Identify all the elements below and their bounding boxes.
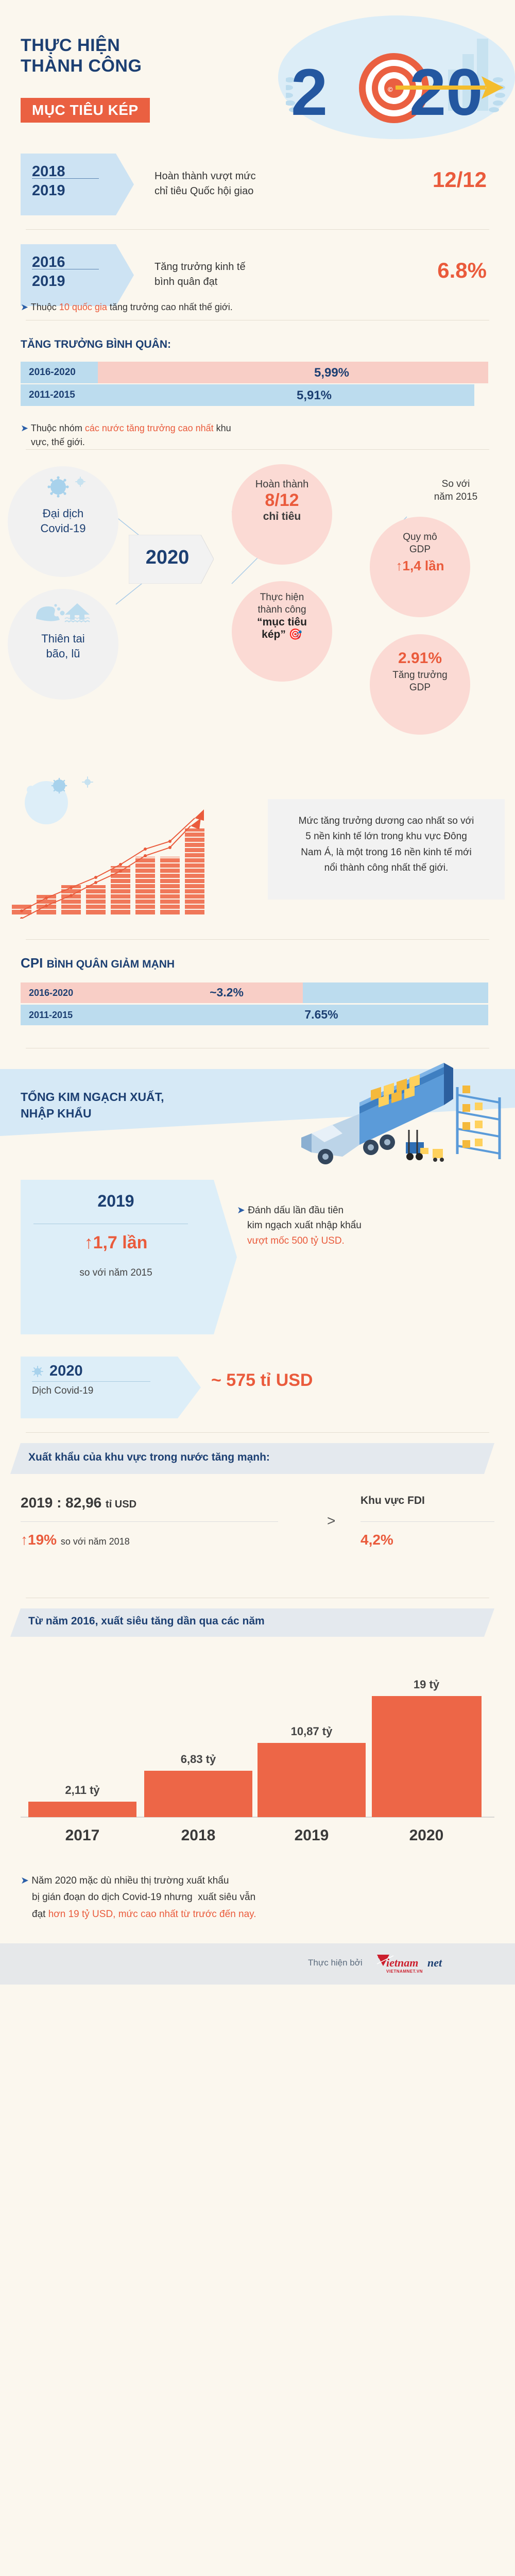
svg-text:19 tỷ: 19 tỷ — [414, 1678, 440, 1691]
svg-text:6,83 tỷ: 6,83 tỷ — [181, 1753, 216, 1766]
svg-text:2019: 2019 — [295, 1827, 329, 1844]
svg-text:20: 20 — [409, 56, 483, 126]
svg-text:VIETNAMNET.VN: VIETNAMNET.VN — [386, 1969, 423, 1974]
svg-text:2020: 2020 — [409, 1827, 444, 1844]
svg-text:2017: 2017 — [65, 1827, 100, 1844]
svg-text:2018: 2018 — [181, 1827, 216, 1844]
svg-text:2,11 tỷ: 2,11 tỷ — [65, 1784, 100, 1797]
svg-text:©: © — [388, 86, 393, 93]
svg-text:ietnam: ietnam — [386, 1956, 418, 1969]
svg-text:net: net — [427, 1956, 442, 1969]
svg-text:10,87 tỷ: 10,87 tỷ — [291, 1725, 333, 1738]
svg-text:2: 2 — [291, 56, 328, 126]
